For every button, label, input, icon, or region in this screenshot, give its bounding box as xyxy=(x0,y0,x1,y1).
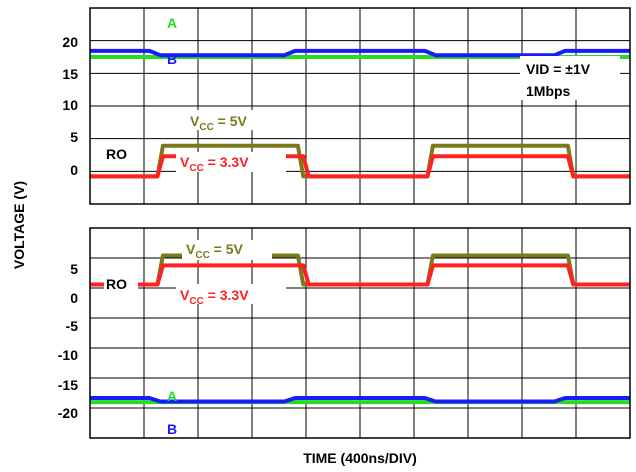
top-label-vcc5-v: V xyxy=(190,113,200,129)
bottom-label-vcc33-rest: = 3.3V xyxy=(204,287,249,303)
bottom-label-vcc5-v: V xyxy=(186,241,196,257)
bottom-y-ticks: 5 0 -5 -10 -15 -20 xyxy=(58,261,78,421)
bottom-label-vcc5-sub: CC xyxy=(195,250,209,261)
top-label-vcc5-bg xyxy=(184,110,274,130)
top-label-ro: RO xyxy=(106,146,127,162)
top-ro-vcc33-line xyxy=(90,154,630,179)
bottom-b-line xyxy=(90,396,630,404)
top-ytick-10: 10 xyxy=(62,97,78,113)
bottom-label-a: A xyxy=(167,388,177,404)
top-plot-frame xyxy=(89,7,631,205)
bottom-series xyxy=(90,253,630,405)
top-panel: 20 15 10 5 0 A B VID = ±1V 1Mbps RO VCC … xyxy=(62,7,631,205)
top-ytick-20: 20 xyxy=(62,34,78,50)
top-b-line xyxy=(90,48,630,58)
bottom-panel: 5 0 -5 -10 -15 -20 RO VCC = 5V VCC = 3.3… xyxy=(58,227,631,439)
y-axis-title: VOLTAGE (V) xyxy=(11,181,27,269)
top-label-a: A xyxy=(167,15,177,31)
bottom-plot-frame xyxy=(89,227,631,439)
bottom-ytick-neg15: -15 xyxy=(58,377,78,393)
top-label-vcc33: VCC = 3.3V xyxy=(180,154,249,174)
top-annotation-rate: 1Mbps xyxy=(526,83,571,99)
bottom-label-vcc33: VCC = 3.3V xyxy=(180,287,249,307)
top-label-b: B xyxy=(167,51,177,67)
top-label-ro-bg xyxy=(104,144,138,162)
bottom-label-ro: RO xyxy=(106,276,127,292)
top-annotation-bg xyxy=(520,56,620,100)
top-ytick-5: 5 xyxy=(70,129,78,145)
top-annotation: VID = ±1V 1Mbps xyxy=(520,56,620,100)
bottom-label-vcc33-sub: CC xyxy=(189,296,203,307)
top-label-vcc33-sub: CC xyxy=(189,163,203,174)
bottom-ro-vcc33-line xyxy=(90,263,630,287)
top-label-vcc5: VCC = 5V xyxy=(190,113,248,133)
top-label-vcc33-bg xyxy=(176,152,286,172)
bottom-ytick-neg20: -20 xyxy=(58,405,78,421)
top-ytick-0: 0 xyxy=(70,162,78,178)
bottom-label-vcc33-bg xyxy=(176,284,286,304)
top-annotation-vid: VID = ±1V xyxy=(526,61,591,77)
x-axis-title: TIME (400ns/DIV) xyxy=(303,450,417,466)
top-label-vcc33-v: V xyxy=(180,154,190,170)
bottom-label-vcc33-v: V xyxy=(180,287,190,303)
bottom-label-b: B xyxy=(167,421,177,437)
top-y-ticks: 20 15 10 5 0 xyxy=(62,34,78,178)
top-ytick-15: 15 xyxy=(62,66,78,82)
top-label-vcc5-rest: = 5V xyxy=(214,113,248,129)
bottom-grid xyxy=(90,228,630,438)
bottom-ytick-neg10: -10 xyxy=(58,347,78,363)
bottom-label-vcc5-bg xyxy=(182,240,272,260)
bottom-label-ro-bg xyxy=(104,275,138,293)
bottom-label-vcc5: VCC = 5V xyxy=(186,241,244,261)
bottom-ytick-5: 5 xyxy=(70,261,78,277)
top-label-vcc5-sub: CC xyxy=(199,122,213,133)
bottom-label-vcc5-rest: = 5V xyxy=(210,241,244,257)
bottom-ytick-0: 0 xyxy=(70,290,78,306)
bottom-ytick-neg5: -5 xyxy=(66,318,79,334)
top-label-vcc33-rest: = 3.3V xyxy=(204,154,249,170)
